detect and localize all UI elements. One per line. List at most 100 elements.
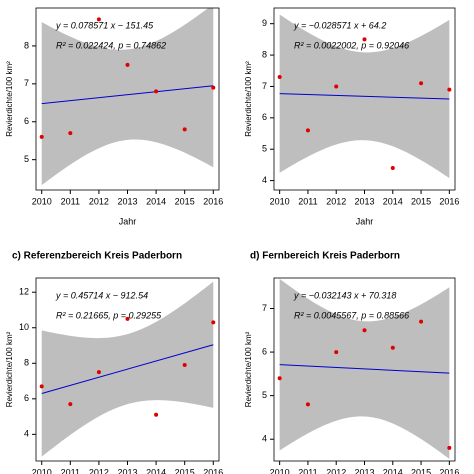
x-tick-label: 2014 — [383, 467, 403, 474]
regression-line — [279, 93, 450, 100]
point — [419, 319, 424, 324]
y-tick-label: 8 — [24, 358, 29, 368]
point — [390, 166, 395, 171]
point — [362, 328, 367, 333]
point — [39, 384, 44, 389]
point — [68, 402, 73, 407]
x-tick-label: 2016 — [203, 196, 223, 206]
x-tick-label: 2016 — [439, 467, 459, 474]
y-axis-label: Revierdichte/100 km² — [5, 331, 14, 407]
y-tick-label: 7 — [262, 81, 267, 91]
x-tick-label: 2013 — [117, 467, 137, 474]
x-tick-label: 2012 — [89, 196, 109, 206]
y-tick-label: 4 — [262, 434, 267, 444]
x-tick-label: 2010 — [270, 467, 290, 474]
y-tick-label: 6 — [24, 393, 29, 403]
y-tick-label: 6 — [24, 116, 29, 126]
stats: R² = 0.0045567, p = 0.88566 — [294, 310, 409, 320]
point — [39, 134, 44, 139]
y-tick-label: 4 — [24, 429, 29, 439]
point — [182, 363, 187, 368]
y-axis-label: Revierdichte/100 km² — [244, 331, 253, 407]
x-tick-label: 2013 — [354, 196, 374, 206]
x-tick-label: 2013 — [354, 467, 374, 474]
point — [447, 445, 452, 450]
y-tick-label: 5 — [24, 154, 29, 164]
point — [211, 320, 216, 325]
y-tick-label: 12 — [19, 287, 29, 297]
x-tick-label: 2014 — [383, 196, 403, 206]
point — [96, 370, 101, 375]
y-tick-label: 6 — [262, 112, 267, 122]
point — [362, 37, 367, 42]
panel-title: c) Referenzbereich Kreis Paderborn — [12, 251, 182, 262]
point — [305, 128, 310, 133]
x-tick-label: 2015 — [175, 196, 195, 206]
equation: y = −0.028571 x + 64.2 — [293, 20, 386, 30]
panel: 4 5 6 7 2010 2011 2012 2013 2014 2015 2016 y = −0.0… — [244, 251, 459, 474]
y-tick-label: 5 — [262, 390, 267, 400]
point — [154, 412, 159, 417]
x-tick-label: 2011 — [298, 196, 317, 206]
x-tick-label: 2010 — [270, 196, 290, 206]
x-tick-label: 2010 — [32, 196, 52, 206]
y-tick-label: 8 — [24, 40, 29, 50]
point — [68, 131, 73, 136]
x-tick-label: 2010 — [32, 467, 52, 474]
point — [277, 376, 282, 381]
y-tick-label: 7 — [24, 78, 29, 88]
panel-title: d) Fernbereich Kreis Paderborn — [250, 251, 400, 262]
x-tick-label: 2014 — [146, 467, 166, 474]
x-axis-label: Jahr — [356, 216, 374, 226]
x-tick-label: 2014 — [146, 196, 166, 206]
regression-line — [41, 344, 214, 394]
x-tick-label: 2015 — [411, 467, 431, 474]
y-tick-label: 9 — [262, 18, 267, 28]
y-tick-label: 8 — [262, 49, 267, 59]
panel: 4 6 8 10 12 2010 2011 2012 2013 2014 2015 2016 y = 0… — [5, 251, 223, 474]
y-tick-label: 4 — [262, 175, 267, 185]
equation: y = 0.45714 x − 912.54 — [55, 290, 148, 300]
confidence-band — [41, 8, 214, 186]
equation: y = −0.032143 x + 70.318 — [293, 290, 396, 300]
regression-line — [279, 364, 450, 374]
stats: R² = 0.022424, p = 0.74862 — [56, 40, 166, 50]
y-tick-label: 6 — [262, 346, 267, 356]
point — [334, 350, 339, 355]
point — [211, 85, 216, 90]
point — [305, 402, 310, 407]
x-tick-label: 2012 — [326, 467, 346, 474]
y-tick-label: 10 — [19, 322, 29, 332]
x-axis-label: Jahr — [119, 216, 137, 226]
panel: 4 5 6 7 8 9 2010 2011 2012 2013 2014 2015 2016 y = −0… — [244, 7, 459, 226]
x-tick-label: 2011 — [298, 467, 317, 474]
panel: 5 6 7 8 2010 2011 2012 2013 2014 2015 2016 y = 0.07… — [5, 7, 223, 226]
point — [154, 89, 159, 94]
x-tick-label: 2015 — [175, 467, 195, 474]
point — [447, 87, 452, 92]
y-tick-label: 7 — [262, 303, 267, 313]
point — [182, 127, 187, 132]
point — [125, 316, 130, 321]
point — [96, 17, 101, 22]
x-tick-label: 2011 — [61, 196, 80, 206]
regression-line — [41, 85, 214, 105]
stats: R² = 0.21665, p = 0.29255 — [56, 310, 162, 320]
equation: y = 0.078571 x − 151.45 — [55, 20, 154, 30]
x-tick-label: 2016 — [439, 196, 459, 206]
x-tick-label: 2012 — [326, 196, 346, 206]
point — [277, 75, 282, 80]
point — [419, 81, 424, 86]
point — [390, 345, 395, 350]
x-tick-label: 2012 — [89, 467, 109, 474]
point — [334, 84, 339, 89]
y-axis-label: Revierdichte/100 km² — [5, 61, 14, 137]
x-tick-label: 2016 — [203, 467, 223, 474]
point — [125, 62, 130, 67]
y-tick-label: 5 — [262, 144, 267, 154]
y-axis-label: Revierdichte/100 km² — [244, 61, 253, 137]
stats: R² = 0.0022002, p = 0.92046 — [294, 40, 409, 50]
x-tick-label: 2011 — [61, 467, 80, 474]
x-tick-label: 2015 — [411, 196, 431, 206]
